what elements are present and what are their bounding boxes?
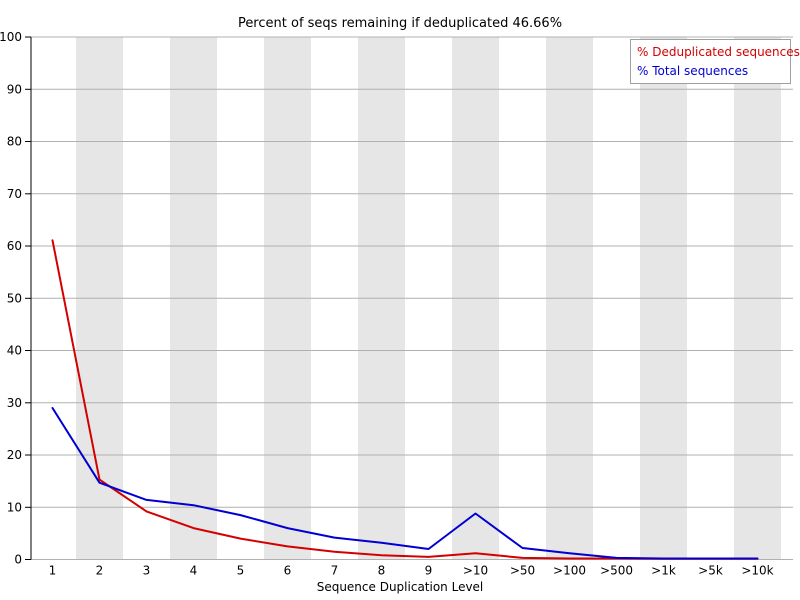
series-line-total [51, 407, 759, 560]
x-tick-label: >50 [510, 564, 535, 578]
x-tick-label: >10 [463, 564, 488, 578]
y-tick-label: 100 [0, 30, 22, 44]
legend-entry-total-sequences: % Total sequences [637, 64, 749, 78]
y-tick-label: 70 [7, 187, 22, 201]
y-tick-label: 10 [7, 500, 22, 514]
y-tick-label: 80 [7, 135, 22, 149]
x-tick-label: 2 [96, 564, 104, 578]
legend: % Deduplicated sequences % Total sequenc… [630, 39, 800, 84]
x-tick-label: 8 [378, 564, 386, 578]
x-tick-label: 9 [425, 564, 433, 578]
x-tick-label: 5 [237, 564, 245, 578]
x-tick-label: >500 [600, 564, 633, 578]
y-tick-label: 30 [7, 396, 22, 410]
y-tick-label: 50 [7, 291, 22, 305]
x-tick-label: >100 [553, 564, 586, 578]
y-tick-label: 90 [7, 82, 22, 96]
x-tick-label: 7 [331, 564, 339, 578]
y-tick-label: 60 [7, 239, 22, 253]
y-tick-label: 0 [14, 553, 22, 567]
chart-title: Percent of seqs remaining if deduplicate… [237, 16, 563, 31]
x-tick-label: >5k [698, 564, 723, 578]
x-tick-label: >10k [741, 564, 773, 578]
y-tick-label: 40 [7, 344, 22, 358]
x-axis-title: Sequence Duplication Level [316, 580, 484, 594]
x-tick-label: 6 [284, 564, 292, 578]
x-tick-label: 3 [143, 564, 151, 578]
x-tick-label: >1k [651, 564, 676, 578]
x-tick-label: 1 [49, 564, 57, 578]
legend-entry-deduplicated-sequences: % Deduplicated sequences [637, 45, 800, 59]
x-tick-label: 4 [190, 564, 198, 578]
y-tick-label: 20 [7, 448, 22, 462]
